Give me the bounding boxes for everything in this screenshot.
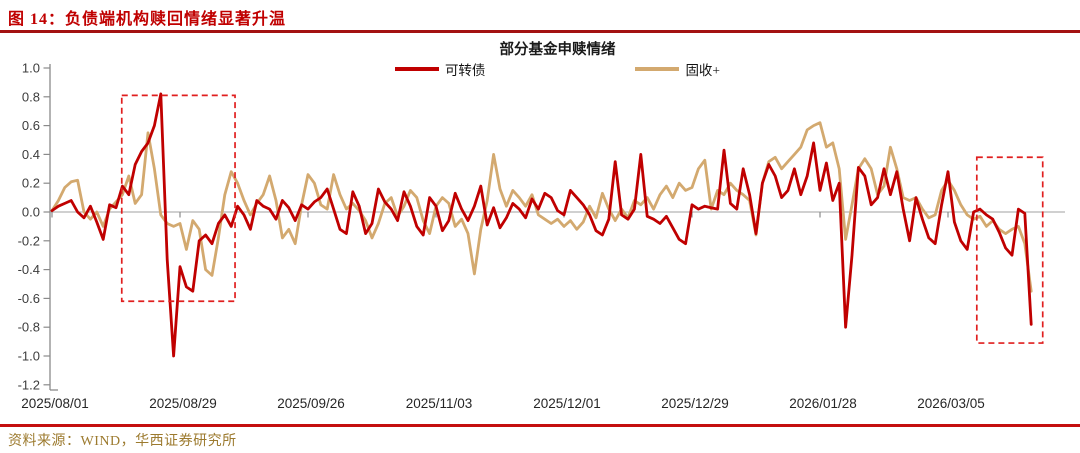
legend-label-fixed-income-plus: 固收+ [685,63,721,78]
chart-legend: 可转债 固收+ [50,59,1065,79]
top-divider [0,30,1080,33]
legend-item-fixed-income-plus: 固收+ [635,59,720,79]
highlight-box-1 [120,94,236,303]
y-axis-label: -0.8 [18,320,40,335]
y-axis-label: 0.2 [22,176,40,191]
series-line-convertible-bond [50,92,1033,358]
y-axis-label: -0.2 [18,233,40,248]
x-axis-label: 2025/08/01 [21,396,89,411]
y-axis-label: -0.6 [18,291,40,306]
y-axis-label: 0.8 [22,89,40,104]
y-axis-label: 1.0 [22,61,40,76]
bottom-divider [0,424,1080,427]
x-axis-label: 2025/08/29 [149,396,217,411]
legend-swatch-tan-line [635,67,680,71]
source-note: 资料来源：WIND，华西证券研究所 [8,434,237,449]
x-axis-label: 2025/09/26 [277,396,345,411]
chart-title: 部分基金申赎情绪 [499,42,616,58]
y-axis-label: 0.4 [22,147,40,162]
legend-label-convertible-bond: 可转债 [444,63,486,78]
figure-title: 图 14：负债端机构赎回情绪显著升温 [8,11,287,28]
x-axis-label: 2025/12/29 [661,396,729,411]
y-axis-label: -0.4 [18,262,40,277]
highlight-box-2 [975,156,1044,344]
y-axis-label: 0.6 [22,118,40,133]
x-axis-label: 2025/12/01 [533,396,601,411]
series-line-fixed-income-plus [50,121,1033,293]
x-axis-label: 2025/11/03 [406,396,473,411]
x-axis-label: 2026/03/05 [917,396,985,411]
y-axis-label: -1.2 [18,377,40,392]
y-axis-label: -1.0 [18,349,40,364]
y-axis-label: 0.0 [22,205,40,220]
legend-item-convertible-bond: 可转债 [394,59,486,79]
x-axis-label: 2026/01/28 [789,396,857,411]
legend-swatch-red-line [394,67,439,71]
